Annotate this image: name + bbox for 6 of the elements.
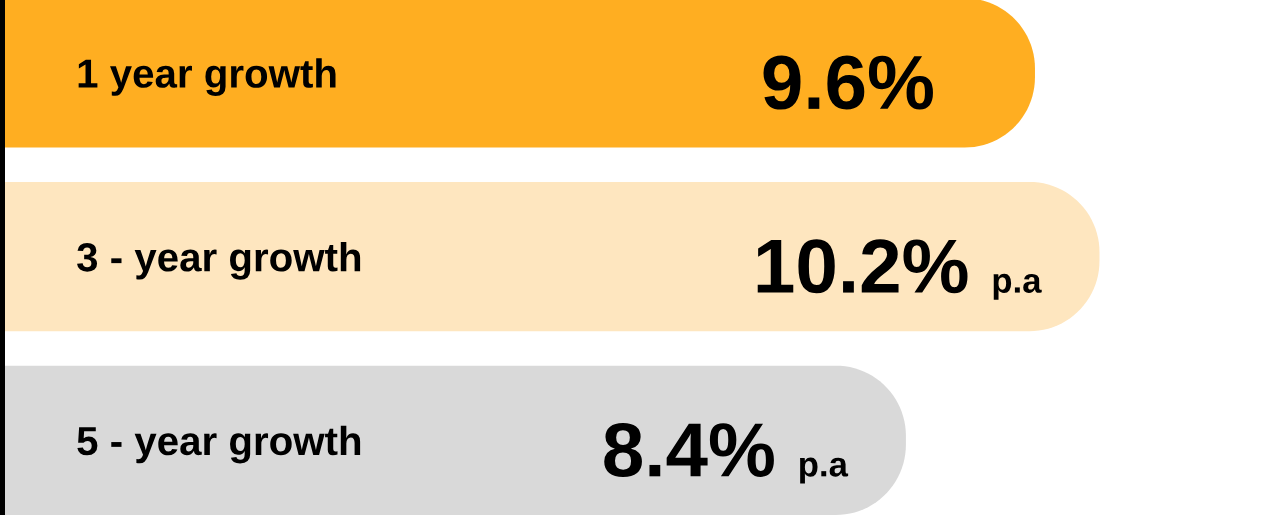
y-tick-label: 3 - year growth	[77, 241, 361, 280]
data-label: 8.4% p.a	[604, 422, 849, 484]
data-label: 9.6%	[763, 55, 933, 110]
y-tick-label: 1 year growth	[78, 58, 336, 96]
y-tick-label: 5 - year growth	[77, 425, 361, 464]
data-label: 10.2% p.a	[757, 239, 1042, 300]
